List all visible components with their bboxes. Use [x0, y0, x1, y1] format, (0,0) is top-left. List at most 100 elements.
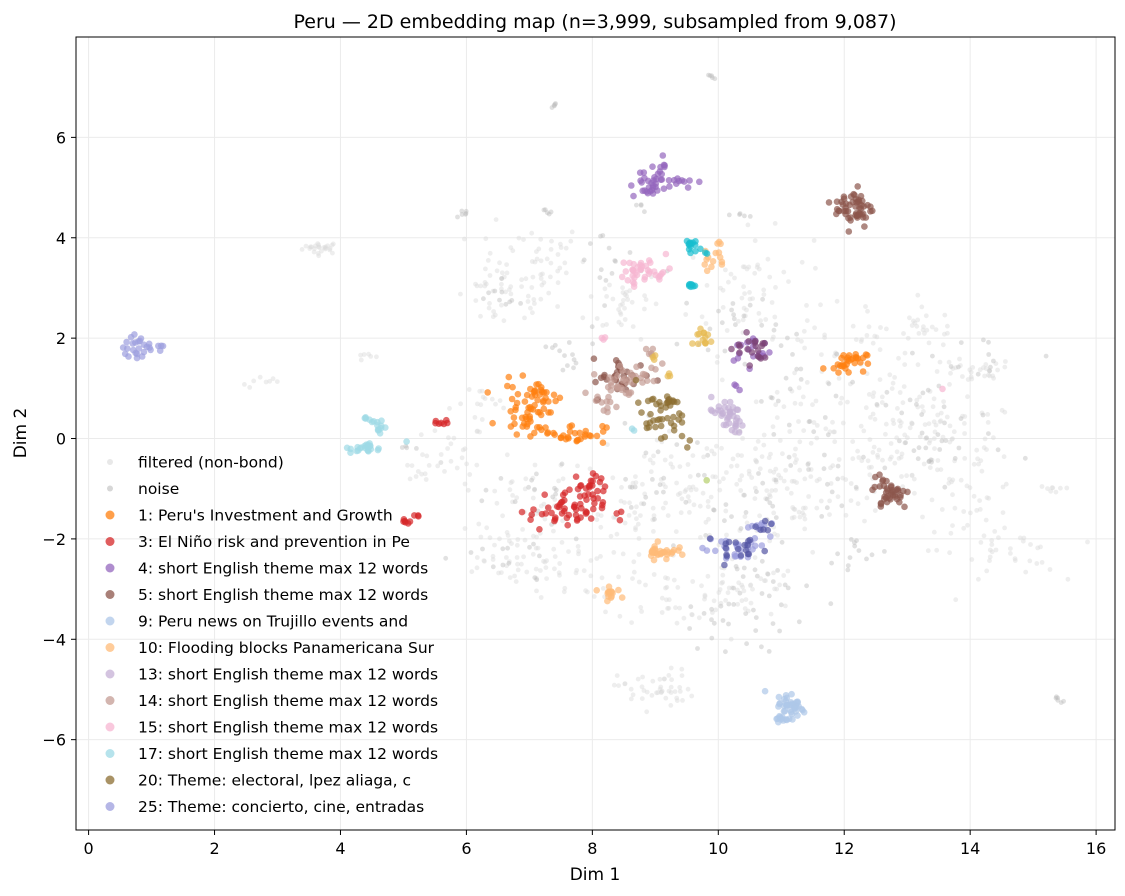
data-point	[927, 465, 933, 470]
data-point	[549, 238, 554, 244]
data-point	[897, 423, 903, 429]
data-point	[760, 296, 765, 302]
data-point	[744, 266, 750, 272]
data-point	[687, 626, 692, 631]
data-point	[270, 376, 276, 382]
data-point	[544, 558, 549, 564]
data-point	[551, 102, 557, 108]
data-point	[986, 372, 991, 378]
data-point	[874, 334, 880, 340]
data-point	[741, 313, 747, 319]
data-point	[721, 476, 726, 482]
data-point	[474, 565, 480, 571]
data-point	[329, 242, 335, 248]
data-point	[507, 559, 512, 564]
data-point	[654, 538, 662, 545]
data-point	[768, 611, 774, 617]
data-point	[798, 401, 804, 407]
data-point	[530, 475, 536, 481]
data-point	[684, 300, 689, 306]
data-point	[872, 508, 878, 513]
data-point	[933, 327, 939, 332]
data-point	[474, 429, 480, 434]
data-point	[763, 578, 768, 584]
data-point	[619, 322, 624, 328]
data-point	[665, 576, 671, 581]
data-point	[825, 380, 831, 385]
data-point	[622, 681, 628, 687]
data-point	[840, 193, 848, 200]
data-point	[828, 481, 834, 486]
data-point	[926, 340, 932, 346]
data-point	[519, 561, 524, 567]
data-point	[705, 499, 711, 504]
data-point	[848, 481, 854, 486]
data-point	[688, 604, 694, 610]
data-point	[901, 384, 907, 389]
data-point	[708, 393, 715, 401]
data-point	[806, 460, 811, 466]
data-point	[743, 510, 749, 515]
data-point	[903, 440, 908, 446]
data-point	[548, 247, 554, 252]
data-point	[307, 246, 313, 251]
data-point	[798, 366, 804, 372]
data-point	[628, 505, 634, 510]
data-point	[656, 398, 663, 406]
data-point	[797, 439, 803, 445]
data-point	[770, 621, 776, 626]
data-point	[742, 213, 747, 219]
data-point	[1055, 697, 1061, 703]
data-point	[557, 265, 563, 271]
data-point	[810, 402, 815, 408]
data-point	[480, 546, 485, 552]
data-point	[512, 499, 518, 505]
data-point	[299, 247, 305, 252]
data-point	[969, 376, 975, 382]
series-15	[649, 325, 715, 380]
data-point	[474, 283, 480, 289]
data-point	[652, 366, 659, 373]
data-point	[503, 289, 508, 295]
data-point	[647, 457, 653, 463]
data-point	[403, 443, 409, 449]
data-point	[922, 331, 927, 336]
data-point	[629, 299, 635, 305]
data-point	[786, 422, 792, 428]
data-point	[921, 409, 926, 414]
data-point	[923, 445, 929, 451]
data-point	[509, 383, 516, 391]
data-point	[729, 307, 734, 313]
data-point	[962, 421, 967, 426]
data-point	[561, 589, 567, 595]
data-point	[952, 456, 958, 461]
data-point	[552, 101, 558, 107]
data-point	[1061, 698, 1066, 704]
data-point	[995, 447, 1001, 453]
data-point	[942, 484, 948, 490]
data-point	[650, 460, 656, 466]
data-point	[726, 279, 731, 285]
data-point	[702, 339, 709, 347]
data-point	[705, 573, 711, 579]
data-point	[865, 308, 870, 314]
data-point	[700, 329, 707, 337]
series-6	[761, 687, 808, 726]
data-point	[606, 245, 612, 251]
data-point	[319, 248, 324, 254]
legend-marker	[107, 485, 113, 492]
data-point	[709, 258, 717, 265]
data-point	[800, 510, 805, 516]
data-point	[593, 432, 601, 440]
data-point	[602, 303, 607, 308]
data-point	[123, 338, 130, 346]
data-point	[932, 446, 937, 451]
data-point	[330, 241, 336, 247]
data-point	[760, 480, 766, 486]
data-point	[925, 548, 931, 554]
data-point	[788, 701, 796, 709]
data-point	[587, 466, 593, 472]
data-point	[649, 345, 657, 353]
data-point	[526, 484, 531, 490]
data-point	[983, 366, 989, 371]
